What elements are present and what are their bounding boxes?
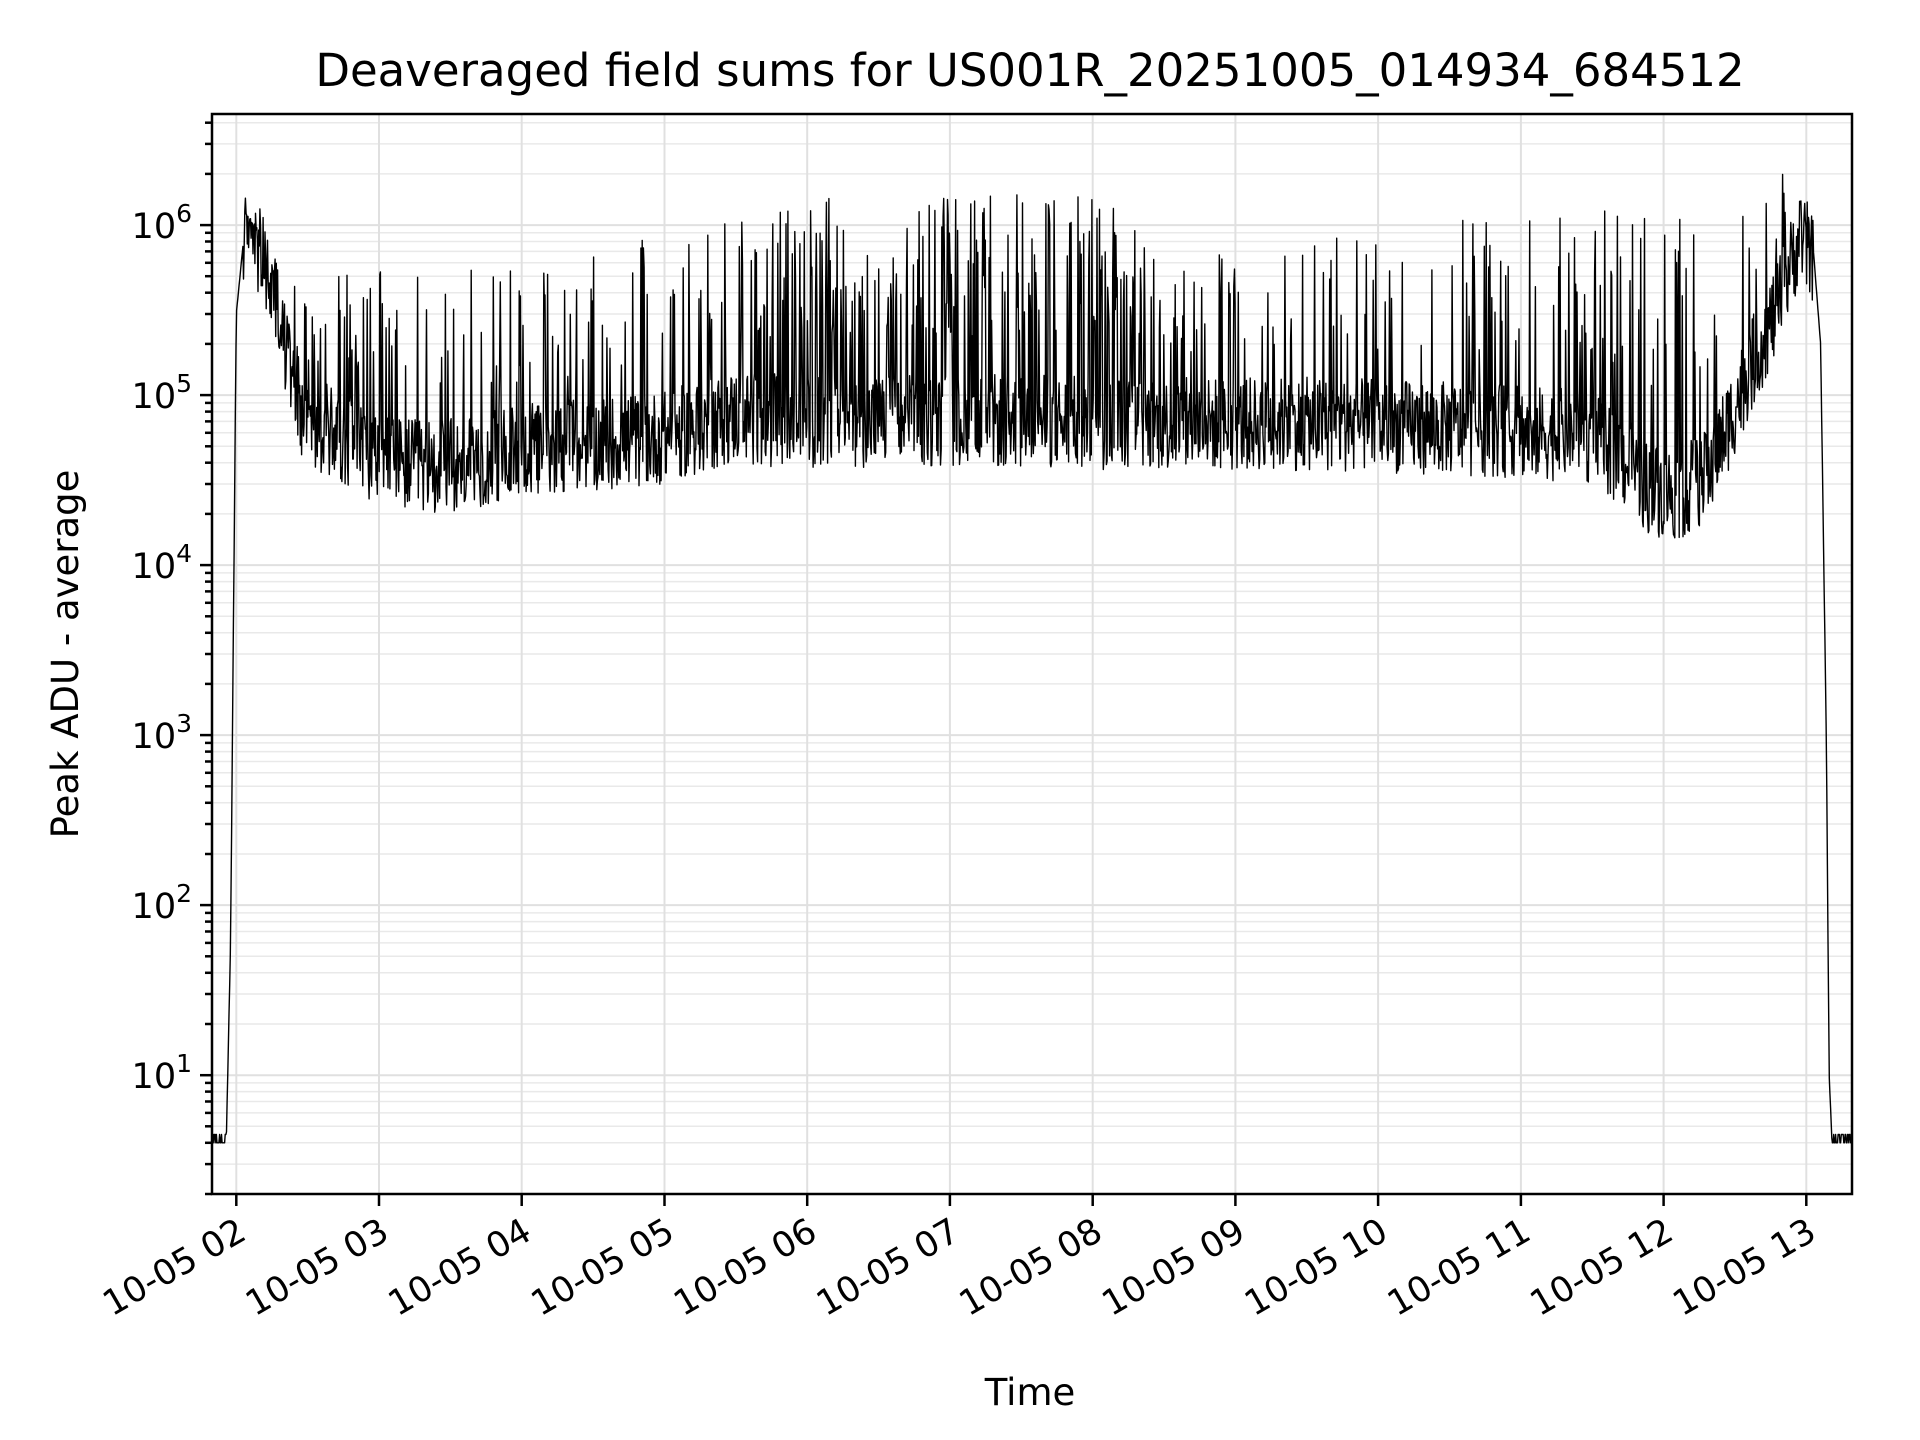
x-tick-label: 10-05 08 bbox=[953, 1211, 1109, 1324]
x-axis-label: Time bbox=[984, 1371, 1076, 1414]
x-tick-label: 10-05 10 bbox=[1238, 1211, 1394, 1324]
x-tick-label: 10-05 13 bbox=[1667, 1211, 1823, 1324]
x-tick-label: 10-05 12 bbox=[1524, 1211, 1680, 1324]
y-axis-label: Peak ADU - average bbox=[44, 470, 87, 839]
y-axis: 101 102 103 104 105 106 bbox=[132, 121, 212, 1196]
y-tick-label: 105 bbox=[132, 369, 192, 417]
y-tick-label: 101 bbox=[132, 1049, 192, 1097]
y-tick-label: 104 bbox=[132, 539, 192, 587]
x-tick-label: 10-05 09 bbox=[1096, 1211, 1252, 1324]
chart-title: Deaveraged field sums for US001R_2025100… bbox=[315, 44, 1744, 97]
x-tick-label: 10-05 11 bbox=[1381, 1211, 1537, 1324]
data-series bbox=[211, 173, 1853, 1144]
x-tick-label: 10-05 03 bbox=[239, 1211, 395, 1324]
x-tick-label: 10-05 04 bbox=[382, 1211, 538, 1324]
x-tick-label: 10-05 05 bbox=[525, 1211, 681, 1324]
x-tick-label: 10-05 02 bbox=[97, 1211, 253, 1324]
x-tick-label: 10-05 06 bbox=[667, 1211, 823, 1324]
y-tick-label: 106 bbox=[132, 199, 192, 247]
x-tick-label: 10-05 07 bbox=[810, 1211, 966, 1324]
y-tick-label: 102 bbox=[132, 879, 192, 927]
series-line bbox=[211, 173, 1853, 1144]
y-tick-label: 103 bbox=[132, 709, 192, 757]
